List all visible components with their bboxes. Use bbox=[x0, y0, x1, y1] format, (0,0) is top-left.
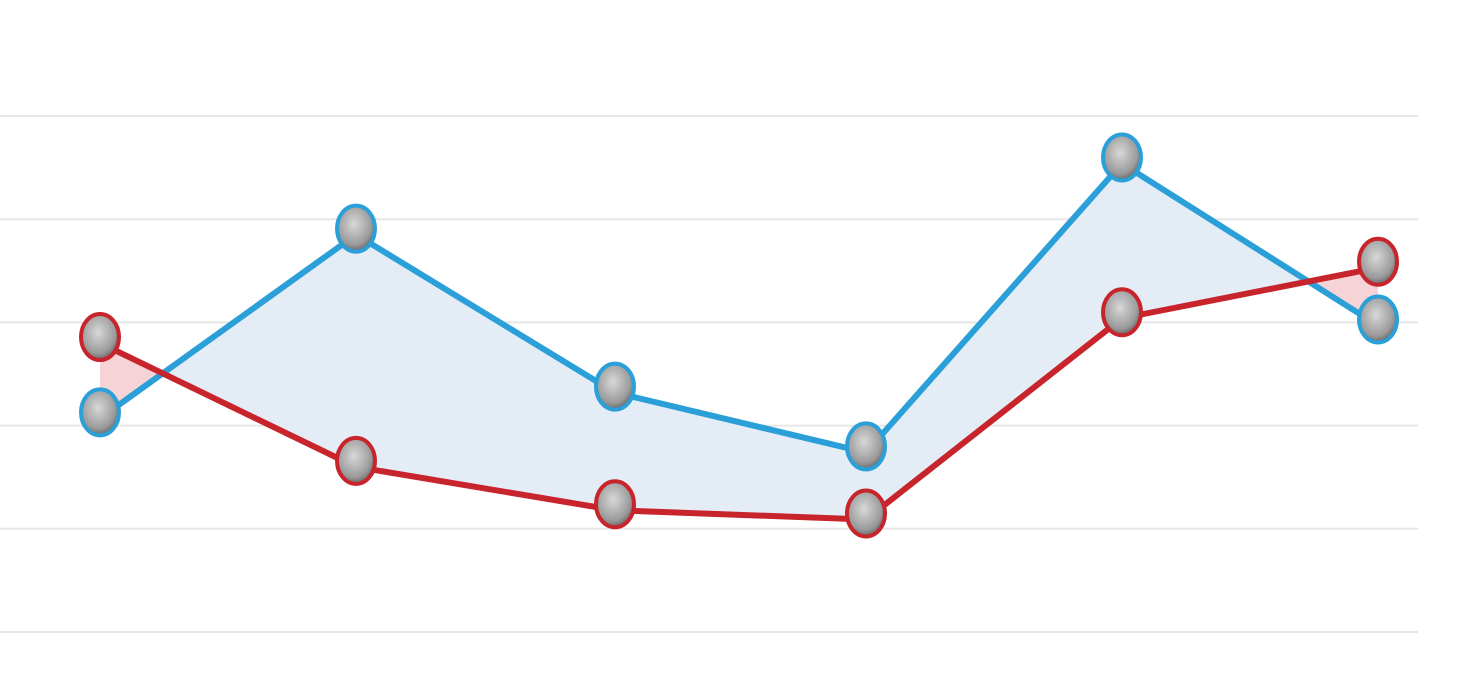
candidate-marker bbox=[79, 387, 121, 438]
gap-area bbox=[866, 163, 1122, 520]
gap-area bbox=[1122, 163, 1309, 319]
candidate-marker bbox=[335, 435, 377, 486]
gap-area bbox=[615, 392, 866, 520]
candidate-marker bbox=[845, 488, 887, 539]
candidate-marker bbox=[79, 312, 121, 363]
series-line bbox=[98, 264, 1379, 523]
series-line bbox=[98, 160, 1380, 456]
candidate-marker bbox=[1357, 294, 1399, 345]
candidate-marker bbox=[1101, 287, 1143, 338]
candidate-marker bbox=[1357, 236, 1399, 287]
candidate-marker bbox=[1101, 132, 1143, 183]
candidate-marker bbox=[594, 479, 636, 530]
gap-area bbox=[356, 234, 615, 511]
gap-area bbox=[162, 234, 356, 467]
candidate-marker bbox=[335, 203, 377, 254]
candidate-marker bbox=[594, 361, 636, 412]
candidate-marker bbox=[845, 421, 887, 472]
